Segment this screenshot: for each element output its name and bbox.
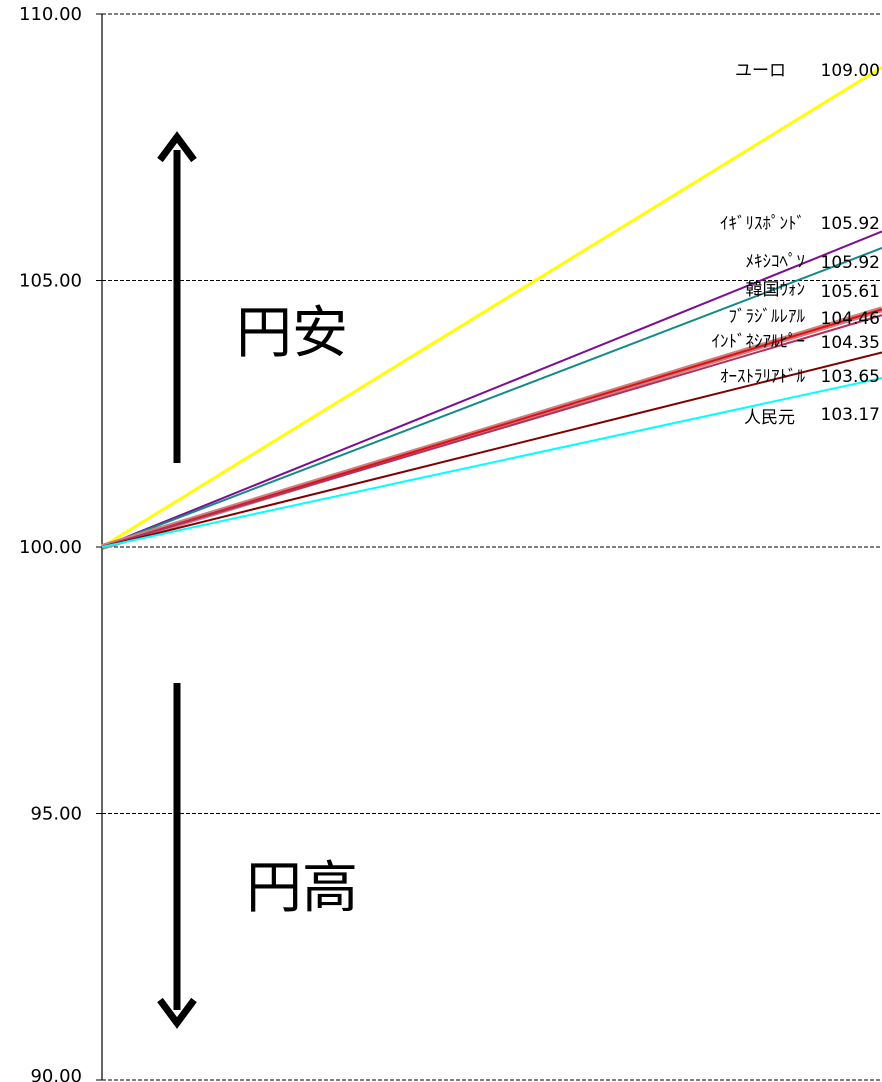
y-tick-label: 90.00 bbox=[30, 1066, 82, 1082]
series-line bbox=[101, 377, 882, 548]
series-line bbox=[101, 351, 882, 548]
down-arrow-icon bbox=[157, 683, 197, 1029]
series-value-label: 105.61 bbox=[821, 282, 880, 302]
series-name-label: ｲﾝﾄﾞﾈｼｱﾙﾋﾟｰ bbox=[712, 332, 806, 352]
series-value-label: 105.92 bbox=[821, 253, 880, 273]
series-value-label: 105.92 bbox=[821, 214, 880, 234]
series-name-label: ｵｰｽﾄﾗﾘｱﾄﾞﾙ bbox=[720, 367, 805, 387]
series-value-label: 104.46 bbox=[821, 309, 880, 329]
series-name-label: ﾌﾞﾗｼﾞﾙﾚｱﾙ bbox=[729, 307, 806, 327]
series-lines bbox=[101, 66, 882, 550]
series-line bbox=[101, 314, 882, 548]
series-line bbox=[101, 230, 882, 548]
up-arrow-icon bbox=[157, 131, 197, 463]
series-value-label: 109.00 bbox=[821, 61, 880, 81]
series-value-label: 103.65 bbox=[821, 367, 880, 387]
y-tick-label: 110.00 bbox=[19, 4, 82, 25]
series-labels: ユーロ 109.00 ｲｷﾞﾘｽﾎﾟﾝﾄﾞ 105.92 ﾒｷｼｺﾍﾟｿ 105.92 韓国… bbox=[712, 61, 881, 428]
series-name-label: 韓国ｳｫﾝ bbox=[746, 280, 806, 300]
series-name-label: ﾒｷｼｺﾍﾟｿ bbox=[746, 252, 806, 272]
y-tick-label: 100.00 bbox=[19, 537, 82, 558]
annotation-yen-strong: 円高 bbox=[246, 856, 358, 921]
y-tick-label: 105.00 bbox=[19, 271, 82, 292]
series-value-label: 103.17 bbox=[821, 405, 880, 425]
series-name-label: ユーロ bbox=[735, 61, 786, 81]
series-name-label: ｲｷﾞﾘｽﾎﾟﾝﾄﾞ bbox=[720, 214, 805, 234]
annotation-yen-weak: 円安 bbox=[236, 301, 348, 366]
grid-lines bbox=[102, 13, 882, 1081]
y-tick-label: 95.00 bbox=[30, 804, 82, 825]
series-line bbox=[101, 66, 882, 549]
series-value-label: 104.35 bbox=[821, 333, 880, 353]
series-line bbox=[101, 247, 882, 548]
series-name-label: 人民元 bbox=[744, 408, 795, 428]
y-axis-ticks: 110.00 105.00 100.00 95.00 90.00 bbox=[19, 4, 102, 1082]
